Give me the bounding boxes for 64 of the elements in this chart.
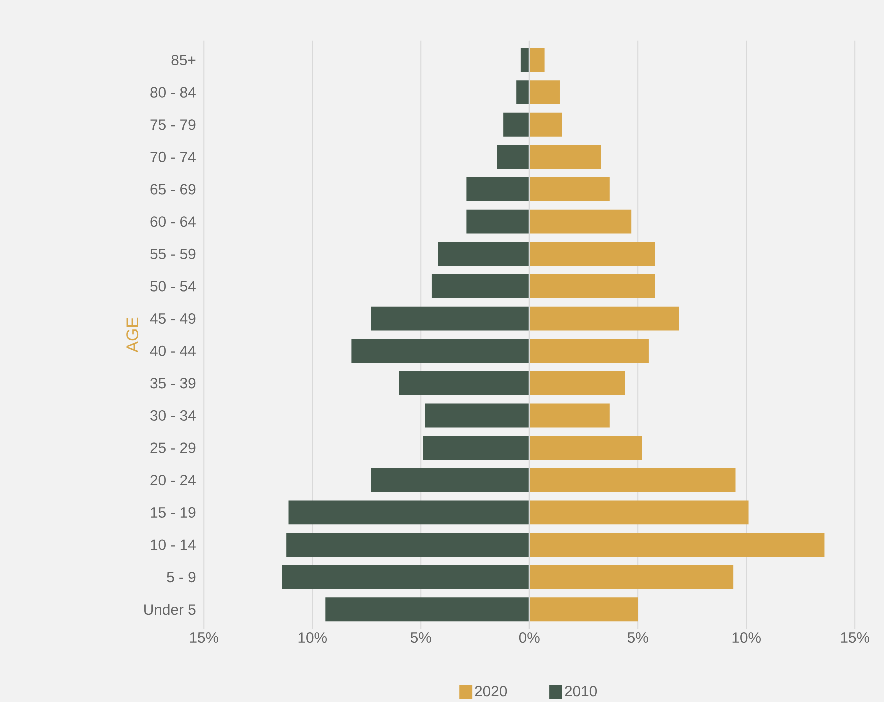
x-tick-label: 5% bbox=[628, 632, 648, 644]
bar bbox=[326, 598, 530, 622]
legend-label: 2020 bbox=[475, 686, 508, 697]
y-tick-label: 60 - 64 bbox=[150, 216, 196, 228]
bar bbox=[530, 371, 626, 396]
bar bbox=[286, 533, 530, 557]
y-tick-label: Under 5 bbox=[144, 604, 196, 616]
y-axis-title: AGE bbox=[126, 318, 139, 353]
x-tick-label: 10% bbox=[732, 632, 761, 644]
y-tick-label: 55 - 59 bbox=[150, 248, 196, 260]
bar bbox=[425, 404, 530, 428]
bar bbox=[497, 145, 530, 170]
bar bbox=[530, 48, 545, 72]
x-tick-label: 0% bbox=[519, 632, 540, 644]
y-tick-label: 20 - 24 bbox=[150, 475, 196, 486]
bar bbox=[530, 339, 649, 364]
bar bbox=[466, 210, 530, 234]
bar bbox=[530, 145, 602, 170]
bar bbox=[423, 436, 530, 460]
bar bbox=[504, 112, 530, 137]
bar bbox=[530, 468, 736, 492]
bar bbox=[530, 598, 638, 622]
y-tick-label: 5 - 9 bbox=[167, 572, 196, 583]
x-tick-label: 15% bbox=[190, 632, 219, 644]
y-tick-label: 45 - 49 bbox=[150, 314, 196, 324]
y-tick-label: 75 - 79 bbox=[150, 120, 196, 130]
y-tick-label: 40 - 44 bbox=[150, 346, 196, 356]
bar bbox=[530, 178, 610, 202]
y-tick-label: 15 - 19 bbox=[151, 507, 196, 518]
bar bbox=[371, 306, 530, 331]
y-tick-label: 85+ bbox=[172, 54, 196, 66]
bar bbox=[399, 371, 530, 396]
bar bbox=[530, 210, 632, 234]
bar bbox=[530, 533, 825, 557]
y-tick-label: 35 - 39 bbox=[150, 378, 196, 389]
bar bbox=[530, 242, 656, 266]
x-tick-label: 15% bbox=[841, 632, 870, 644]
bar bbox=[530, 404, 610, 428]
y-tick-label: 80 - 84 bbox=[150, 87, 196, 98]
bar bbox=[466, 178, 530, 202]
bar bbox=[352, 339, 530, 364]
bar bbox=[530, 80, 560, 105]
y-tick-label: 50 - 54 bbox=[150, 281, 196, 292]
legend-label: 2010 bbox=[565, 686, 598, 697]
y-tick-label: 10 - 14 bbox=[151, 540, 196, 550]
bar bbox=[530, 565, 734, 590]
y-tick-label: 65 - 69 bbox=[150, 184, 196, 195]
y-tick-label: 70 - 74 bbox=[150, 152, 196, 162]
bar bbox=[530, 500, 749, 525]
bar bbox=[438, 242, 530, 266]
bar bbox=[530, 112, 562, 137]
bar bbox=[530, 274, 656, 298]
bar bbox=[282, 565, 530, 590]
bar bbox=[530, 306, 680, 331]
bar bbox=[520, 48, 530, 72]
x-tick-label: 10% bbox=[298, 632, 327, 644]
y-tick-label: 30 - 34 bbox=[150, 410, 196, 422]
x-tick-label: 5% bbox=[410, 632, 432, 644]
bar bbox=[288, 500, 530, 525]
bar bbox=[432, 274, 530, 298]
bar bbox=[530, 436, 642, 460]
y-tick-label: 25 - 29 bbox=[150, 442, 196, 454]
bar bbox=[371, 468, 530, 492]
bar bbox=[516, 80, 530, 105]
